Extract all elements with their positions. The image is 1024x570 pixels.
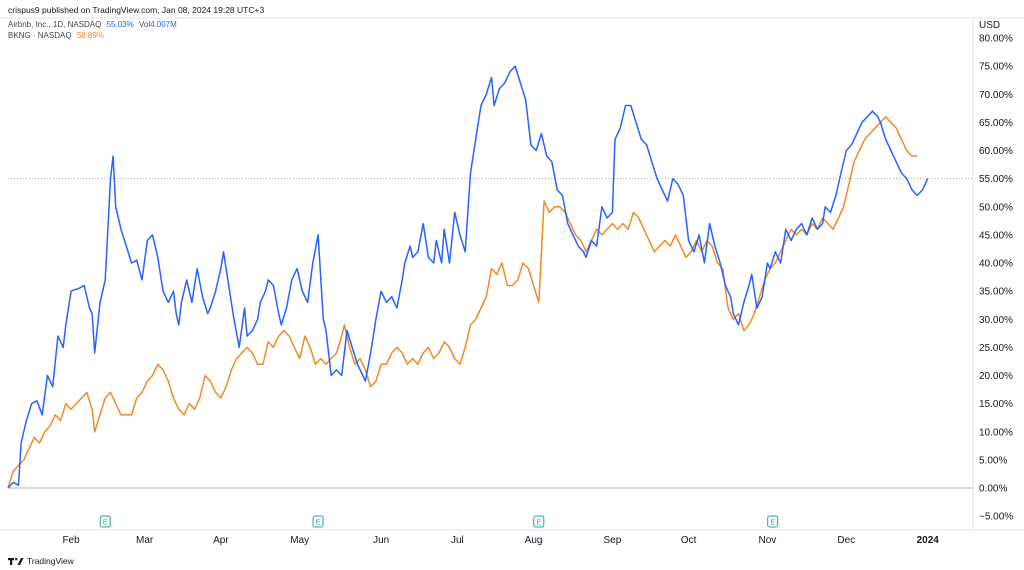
earnings-marker: E [533, 515, 545, 528]
y-tick-label: −5.00% [979, 512, 1013, 523]
legend-volume-value: 4.007M [150, 20, 177, 29]
legend-bkng[interactable]: BKNG · NASDAQ 58.89% [8, 31, 107, 40]
legend-airbnb-value: 55.03% [106, 20, 134, 29]
legend-airbnb-symbol: Airbnb, Inc., 1D, NASDAQ [8, 20, 102, 29]
legend-volume-label: Vol [138, 20, 151, 29]
x-tick-label: 2024 [917, 535, 940, 546]
y-tick-label: 60.00% [979, 146, 1013, 157]
tradingview-brand-text: TradingView [27, 556, 74, 566]
earnings-marker-label: E [770, 520, 775, 527]
y-tick-label: 25.00% [979, 343, 1013, 354]
legend-airbnb[interactable]: Airbnb, Inc., 1D, NASDAQ 55.03% Vol4.007… [8, 20, 180, 29]
legend-bkng-symbol: BKNG · NASDAQ [8, 31, 72, 40]
tradingview-brand[interactable]: TradingView [8, 556, 74, 566]
y-tick-label: 10.00% [979, 427, 1013, 438]
y-tick-label: 80.00% [979, 34, 1013, 45]
y-tick-label: 50.00% [979, 202, 1013, 213]
x-tick-label: Feb [62, 535, 80, 546]
y-tick-label: 35.00% [979, 287, 1013, 298]
y-tick-label: 40.00% [979, 259, 1013, 270]
earnings-marker-label: E [536, 520, 541, 527]
y-tick-label: 15.00% [979, 399, 1013, 410]
x-tick-label: Dec [837, 535, 855, 546]
y-tick-label: 45.00% [979, 230, 1013, 241]
x-axis-ticks: Feb Mar Apr May Jun Jul Aug Sep Oct Nov Dec 2024 [62, 535, 939, 546]
x-tick-label: Sep [603, 535, 621, 546]
earnings-marker: E [767, 515, 779, 528]
series-line-0 [7, 65, 929, 489]
x-tick-label: Aug [525, 535, 543, 546]
y-tick-label: 20.00% [979, 371, 1013, 382]
series-layer [7, 65, 929, 489]
earnings-marker: E [312, 515, 324, 528]
earnings-marker-label: E [103, 520, 108, 527]
y-tick-label: 75.00% [979, 62, 1013, 73]
currency-label: USD [979, 20, 1001, 31]
y-tick-label: 70.00% [979, 90, 1013, 101]
y-tick-label: 0.00% [979, 484, 1007, 495]
x-tick-label: Nov [759, 535, 777, 546]
x-tick-label: Jul [451, 535, 464, 546]
earnings-marker: E [99, 515, 111, 528]
y-tick-label: 65.00% [979, 118, 1013, 129]
y-tick-label: 30.00% [979, 315, 1013, 326]
x-tick-label: Jun [373, 535, 389, 546]
x-tick-label: May [290, 535, 309, 546]
x-tick-label: Oct [681, 535, 697, 546]
x-tick-label: Mar [136, 535, 154, 546]
tradingview-logo-icon [8, 557, 24, 565]
legend-bkng-value: 58.89% [76, 31, 104, 40]
y-tick-label: 5.00% [979, 455, 1007, 466]
publish-info: crispus9 published on TradingView.com, J… [8, 5, 265, 15]
y-axis-ticks: 80.00% 75.00% 70.00% 65.00% 60.00% 55.00% 50.0… [979, 34, 1013, 523]
y-tick-label: 55.00% [979, 174, 1013, 185]
x-tick-label: Apr [213, 535, 229, 546]
earnings-marker-label: E [316, 520, 321, 527]
